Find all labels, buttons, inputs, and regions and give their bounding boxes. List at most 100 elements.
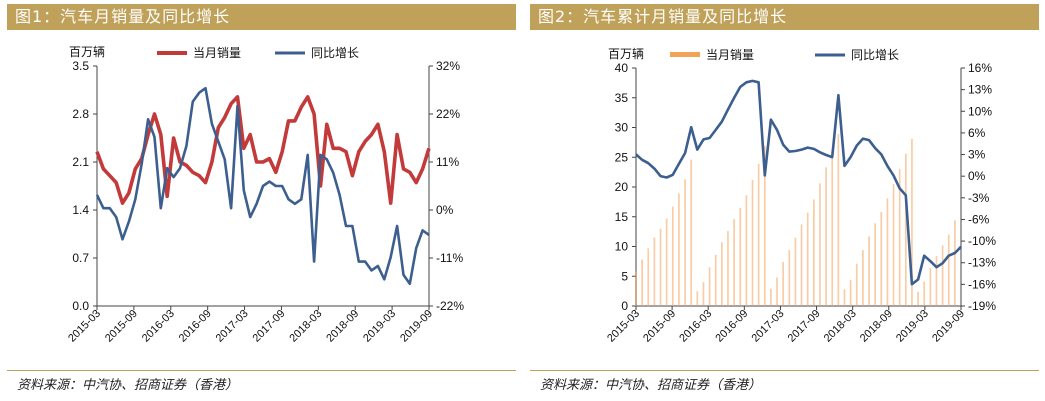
bar	[917, 291, 919, 306]
chart-panel-left: 图1：汽车月销量及同比增长 0.0 0.7 1.4 2.1 2.8 3.5 -22% -11%…	[7, 0, 516, 401]
y-tick-label: 2.8	[72, 107, 89, 121]
bar	[739, 207, 742, 306]
divider	[530, 370, 1039, 371]
bar	[733, 219, 735, 306]
bar	[800, 224, 803, 306]
bar	[843, 289, 846, 306]
y-tick-label: 3.5	[72, 59, 89, 73]
bar	[678, 193, 680, 306]
y2-tick-label: 3%	[968, 148, 986, 162]
legend-swatch	[670, 52, 700, 57]
bar	[911, 138, 913, 306]
bar	[671, 206, 674, 306]
x-tick-label: 2019-03	[894, 308, 931, 345]
x-tick-label: 2016-09	[713, 308, 750, 345]
y2-tick-label: -10%	[968, 234, 996, 248]
x-tick-label: 2018-09	[324, 308, 361, 345]
y2-tick-label: 32%	[436, 59, 460, 73]
bar	[941, 245, 944, 306]
bar	[647, 248, 650, 306]
x-tick-label: 2019-09	[930, 308, 967, 345]
y2-tick-label: 0%	[436, 203, 454, 217]
bar	[855, 263, 858, 306]
x-tick-label: 2015-03	[605, 308, 642, 345]
bar	[751, 179, 754, 306]
bar	[923, 281, 926, 306]
bar	[806, 212, 809, 306]
legend-label: 当月销量	[193, 46, 241, 60]
y2-tick-label: -11%	[436, 251, 463, 265]
y2-tick-label: -3%	[968, 191, 990, 205]
bar	[794, 237, 797, 306]
y-tick-label: 1.4	[72, 203, 89, 217]
bar	[886, 198, 889, 306]
chart-plot-area: 0.0 0.7 1.4 2.1 2.8 3.5 -22% -11% 0% 11% 22% 32% 201…	[7, 32, 516, 370]
bar	[696, 291, 699, 306]
legend-label: 当月销量	[706, 48, 754, 62]
x-tick-label: 2018-03	[822, 308, 859, 345]
y2-tick-label: -13%	[968, 256, 996, 270]
y-tick-label: 25	[615, 150, 629, 164]
y2-tick-label: 22%	[436, 107, 460, 121]
x-tick-label: 2017-09	[251, 308, 288, 345]
x-tick-label: 2018-03	[287, 308, 324, 345]
bar	[714, 254, 717, 306]
x-tick-label: 2016-09	[177, 308, 214, 345]
bar	[763, 145, 766, 306]
x-tick-label: 2019-03	[361, 308, 398, 345]
bar	[904, 153, 907, 306]
bar	[770, 288, 772, 306]
bar	[892, 184, 895, 306]
bar	[641, 259, 643, 306]
x-tick-label: 2017-09	[786, 308, 823, 345]
x-tick-label: 2018-09	[858, 308, 895, 345]
bar	[929, 267, 932, 306]
cumulative-sales-chart: 0 5 10 15 20 25 30 35 40 -19% -16% -13% -10% -6% -3% 0%…	[605, 47, 996, 345]
y-axis-unit: 百万辆	[69, 45, 105, 59]
x-tick-label: 2017-03	[214, 308, 251, 345]
bar	[782, 261, 785, 306]
bar	[721, 242, 723, 306]
x-tick-label: 2015-09	[641, 308, 678, 345]
bar	[812, 199, 815, 306]
series-line	[95, 86, 430, 286]
bar	[757, 163, 760, 306]
bar	[776, 277, 778, 306]
x-tick-label: 2017-03	[750, 308, 787, 345]
bar	[684, 179, 686, 306]
bar	[831, 150, 834, 306]
bar	[788, 250, 791, 306]
bar	[665, 218, 668, 306]
chart-panel-right: 图2：汽车累计月销量及同比增长 0 5 10 15 20 25 30 35 40 -19% -16%…	[530, 0, 1039, 401]
bar	[954, 220, 956, 306]
y2-tick-label: 16%	[968, 61, 992, 75]
bar	[635, 271, 637, 306]
y2-tick-label: 6%	[968, 126, 986, 140]
bar	[819, 183, 821, 306]
y2-tick-label: -22%	[436, 299, 464, 313]
y2-tick-label: -19%	[968, 299, 996, 313]
y-tick-label: 0	[621, 299, 628, 313]
bar	[653, 237, 656, 306]
x-tick-label: 2019-09	[398, 308, 435, 345]
y-tick-label: 10	[615, 240, 629, 254]
monthly-sales-chart: 0.0 0.7 1.4 2.1 2.8 3.5 -22% -11% 0% 11% 22% 32% 201…	[66, 45, 464, 345]
y-tick-label: 30	[615, 121, 629, 135]
y-tick-label: 0.0	[72, 299, 89, 313]
chart-title: 图2：汽车累计月销量及同比增长	[530, 4, 1039, 30]
y2-tick-label: 0%	[968, 169, 986, 183]
bar	[837, 134, 840, 306]
bar	[874, 223, 876, 306]
y-tick-label: 0.7	[72, 251, 89, 265]
chart-title: 图1：汽车月销量及同比增长	[7, 4, 516, 30]
bar	[702, 282, 705, 306]
bar	[825, 167, 827, 306]
chart-plot-area: 0 5 10 15 20 25 30 35 40 -19% -16% -13% -10% -6% -3% 0%…	[530, 32, 1039, 370]
bar	[727, 231, 729, 306]
bar	[898, 169, 901, 306]
x-tick-label: 2016-03	[140, 308, 177, 345]
y2-tick-label: 10%	[968, 104, 992, 118]
legend-label: 同比增长	[851, 48, 899, 62]
y-tick-label: 2.1	[72, 155, 89, 169]
y-tick-label: 40	[615, 61, 629, 75]
